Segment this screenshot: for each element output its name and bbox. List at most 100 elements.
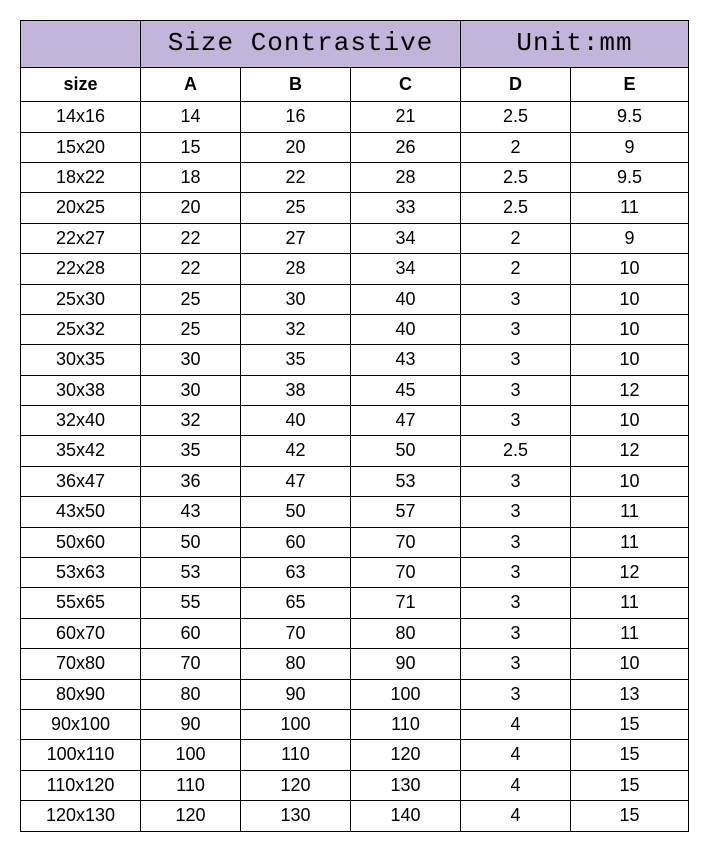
table-cell: 32 [141, 406, 241, 436]
size-table: Size Contrastive Unit:mm size A B C D E … [20, 20, 689, 832]
table-cell: 15 [571, 740, 689, 770]
table-cell: 57 [351, 497, 461, 527]
table-cell: 2.5 [461, 102, 571, 132]
table-cell: 28 [351, 162, 461, 192]
table-cell: 28 [241, 254, 351, 284]
table-cell: 18x22 [21, 162, 141, 192]
table-cell: 30x35 [21, 345, 141, 375]
table-cell: 12 [571, 558, 689, 588]
table-cell: 3 [461, 527, 571, 557]
table-cell: 53x63 [21, 558, 141, 588]
table-cell: 4 [461, 801, 571, 831]
table-cell: 22x27 [21, 223, 141, 253]
table-row: 120x130120130140415 [21, 801, 689, 831]
table-cell: 14x16 [21, 102, 141, 132]
table-cell: 30x38 [21, 375, 141, 405]
table-cell: 33 [351, 193, 461, 223]
table-cell: 90 [241, 679, 351, 709]
table-cell: 40 [351, 314, 461, 344]
table-cell: 63 [241, 558, 351, 588]
table-row: 25x30253040310 [21, 284, 689, 314]
table-cell: 38 [241, 375, 351, 405]
table-cell: 70 [241, 618, 351, 648]
table-cell: 30 [241, 284, 351, 314]
table-cell: 70x80 [21, 649, 141, 679]
size-table-container: Size Contrastive Unit:mm size A B C D E … [20, 20, 688, 832]
table-cell: 36 [141, 466, 241, 496]
table-title: Size Contrastive [141, 21, 461, 68]
table-cell: 90 [141, 710, 241, 740]
table-cell: 3 [461, 314, 571, 344]
col-header-e: E [571, 67, 689, 101]
table-row: 50x60506070311 [21, 527, 689, 557]
table-cell: 55 [141, 588, 241, 618]
table-cell: 11 [571, 193, 689, 223]
table-row: 22x2722273429 [21, 223, 689, 253]
table-row: 110x120110120130415 [21, 770, 689, 800]
table-cell: 35 [241, 345, 351, 375]
table-cell: 2.5 [461, 193, 571, 223]
table-cell: 4 [461, 710, 571, 740]
table-cell: 30 [141, 375, 241, 405]
table-cell: 43x50 [21, 497, 141, 527]
col-header-size: size [21, 67, 141, 101]
table-row: 30x38303845312 [21, 375, 689, 405]
table-row: 70x80708090310 [21, 649, 689, 679]
table-cell: 22 [141, 254, 241, 284]
table-cell: 30 [141, 345, 241, 375]
table-cell: 16 [241, 102, 351, 132]
table-cell: 80x90 [21, 679, 141, 709]
table-cell: 110x120 [21, 770, 141, 800]
table-cell: 11 [571, 497, 689, 527]
table-cell: 11 [571, 588, 689, 618]
table-cell: 25 [241, 193, 351, 223]
table-cell: 22x28 [21, 254, 141, 284]
table-row: 43x50435057311 [21, 497, 689, 527]
table-cell: 9 [571, 132, 689, 162]
table-cell: 15 [571, 710, 689, 740]
table-cell: 53 [351, 466, 461, 496]
header-row: size A B C D E [21, 67, 689, 101]
table-cell: 120 [141, 801, 241, 831]
table-cell: 130 [241, 801, 351, 831]
table-cell: 9 [571, 223, 689, 253]
table-cell: 42 [241, 436, 351, 466]
table-cell: 2 [461, 223, 571, 253]
table-cell: 100 [351, 679, 461, 709]
table-cell: 3 [461, 406, 571, 436]
table-cell: 3 [461, 588, 571, 618]
table-cell: 15 [141, 132, 241, 162]
table-cell: 70 [141, 649, 241, 679]
table-cell: 110 [241, 740, 351, 770]
table-row: 25x32253240310 [21, 314, 689, 344]
table-row: 53x63536370312 [21, 558, 689, 588]
table-cell: 3 [461, 558, 571, 588]
table-cell: 34 [351, 254, 461, 284]
table-row: 22x28222834210 [21, 254, 689, 284]
table-cell: 110 [141, 770, 241, 800]
table-cell: 60x70 [21, 618, 141, 648]
table-cell: 3 [461, 497, 571, 527]
table-cell: 10 [571, 284, 689, 314]
table-row: 36x47364753310 [21, 466, 689, 496]
table-cell: 90 [351, 649, 461, 679]
table-cell: 21 [351, 102, 461, 132]
table-cell: 3 [461, 375, 571, 405]
table-cell: 15x20 [21, 132, 141, 162]
table-cell: 3 [461, 466, 571, 496]
table-cell: 100 [141, 740, 241, 770]
table-row: 30x35303543310 [21, 345, 689, 375]
table-cell: 65 [241, 588, 351, 618]
table-cell: 100 [241, 710, 351, 740]
table-cell: 10 [571, 345, 689, 375]
table-cell: 120 [351, 740, 461, 770]
table-cell: 25 [141, 314, 241, 344]
table-cell: 32x40 [21, 406, 141, 436]
table-cell: 120 [241, 770, 351, 800]
table-cell: 20 [241, 132, 351, 162]
table-row: 35x423542502.512 [21, 436, 689, 466]
table-cell: 32 [241, 314, 351, 344]
table-row: 20x252025332.511 [21, 193, 689, 223]
table-cell: 3 [461, 679, 571, 709]
table-cell: 20 [141, 193, 241, 223]
